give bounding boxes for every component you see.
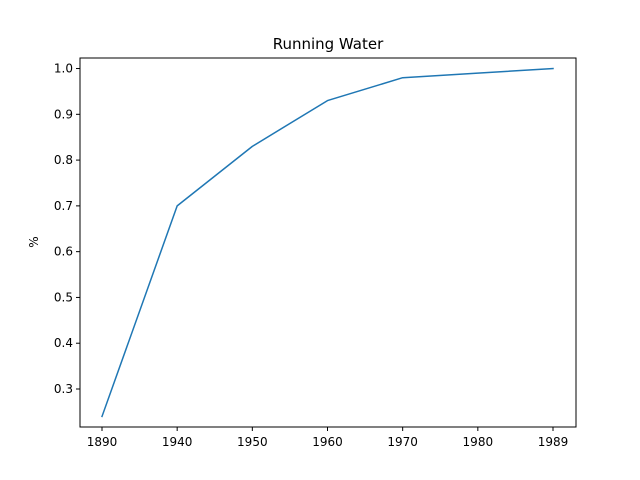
x-tick-label: 1970 xyxy=(387,435,418,449)
x-tick-label: 1960 xyxy=(312,435,343,449)
x-tick-label: 1980 xyxy=(463,435,494,449)
y-tick-label: 0.8 xyxy=(54,153,73,167)
series-line xyxy=(101,67,554,418)
x-tick-label: 1940 xyxy=(162,435,193,449)
axes-frame xyxy=(79,57,577,428)
y-tick-label: 0.4 xyxy=(54,336,73,350)
y-tick-label: 0.5 xyxy=(54,290,73,304)
y-tick-label: 1.0 xyxy=(54,62,73,76)
y-tick-label: 0.6 xyxy=(54,245,73,259)
x-tick-label: 1989 xyxy=(538,435,569,449)
chart-title: Running Water xyxy=(273,35,384,53)
y-axis-label: % xyxy=(27,236,41,247)
plot-area: 0.3 0.4 0.5 0.6 0.7 0.8 0.9 1.0 1890 1940 1950 1960… xyxy=(54,62,568,449)
y-tick-label: 0.3 xyxy=(54,382,73,396)
x-tick-label: 1890 xyxy=(87,435,118,449)
y-tick-label: 0.9 xyxy=(54,107,73,121)
x-tick-label: 1950 xyxy=(237,435,268,449)
y-tick-label: 0.7 xyxy=(54,199,73,213)
